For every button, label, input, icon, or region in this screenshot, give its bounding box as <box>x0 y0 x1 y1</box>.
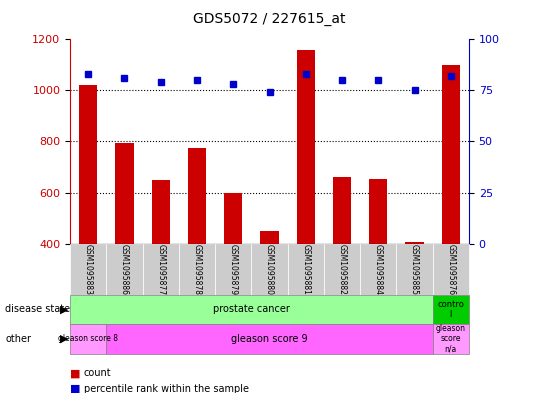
Text: GSM1095879: GSM1095879 <box>229 244 238 295</box>
Bar <box>224 193 243 244</box>
Text: percentile rank within the sample: percentile rank within the sample <box>84 384 248 393</box>
Text: gleason
score
n/a: gleason score n/a <box>436 324 466 354</box>
Text: ▶: ▶ <box>60 304 68 314</box>
FancyBboxPatch shape <box>360 244 396 295</box>
Text: GSM1095877: GSM1095877 <box>156 244 165 295</box>
FancyBboxPatch shape <box>70 295 433 324</box>
Bar <box>151 180 170 244</box>
Text: GSM1095876: GSM1095876 <box>446 244 455 295</box>
FancyBboxPatch shape <box>433 295 469 324</box>
Bar <box>442 65 460 244</box>
FancyBboxPatch shape <box>433 324 469 354</box>
Bar <box>369 178 388 244</box>
Text: GSM1095886: GSM1095886 <box>120 244 129 295</box>
Text: GSM1095883: GSM1095883 <box>84 244 93 295</box>
Text: disease state: disease state <box>5 304 71 314</box>
Text: gleason score 9: gleason score 9 <box>231 334 308 344</box>
Text: GSM1095880: GSM1095880 <box>265 244 274 295</box>
Bar <box>405 242 424 244</box>
FancyBboxPatch shape <box>179 244 215 295</box>
FancyBboxPatch shape <box>70 244 106 295</box>
Bar <box>115 143 134 244</box>
Bar <box>333 177 351 244</box>
Text: other: other <box>5 334 31 344</box>
Text: contro
l: contro l <box>437 300 464 319</box>
Text: ■: ■ <box>70 384 80 393</box>
FancyBboxPatch shape <box>70 324 106 354</box>
Bar <box>260 231 279 244</box>
Text: gleason score 8: gleason score 8 <box>58 334 118 343</box>
FancyBboxPatch shape <box>106 324 433 354</box>
FancyBboxPatch shape <box>215 244 251 295</box>
FancyBboxPatch shape <box>433 244 469 295</box>
Text: GDS5072 / 227615_at: GDS5072 / 227615_at <box>194 12 345 26</box>
Text: count: count <box>84 368 111 378</box>
FancyBboxPatch shape <box>143 244 179 295</box>
Text: GSM1095881: GSM1095881 <box>301 244 310 295</box>
Text: ■: ■ <box>70 368 80 378</box>
FancyBboxPatch shape <box>106 244 143 295</box>
Bar <box>79 85 97 244</box>
Text: GSM1095884: GSM1095884 <box>374 244 383 295</box>
Text: GSM1095878: GSM1095878 <box>192 244 202 295</box>
FancyBboxPatch shape <box>396 244 433 295</box>
Text: ▶: ▶ <box>60 334 68 344</box>
Bar <box>188 148 206 244</box>
Text: GSM1095882: GSM1095882 <box>337 244 347 295</box>
FancyBboxPatch shape <box>324 244 360 295</box>
Bar <box>296 50 315 244</box>
Text: GSM1095885: GSM1095885 <box>410 244 419 295</box>
FancyBboxPatch shape <box>288 244 324 295</box>
Text: prostate cancer: prostate cancer <box>213 305 290 314</box>
FancyBboxPatch shape <box>251 244 288 295</box>
